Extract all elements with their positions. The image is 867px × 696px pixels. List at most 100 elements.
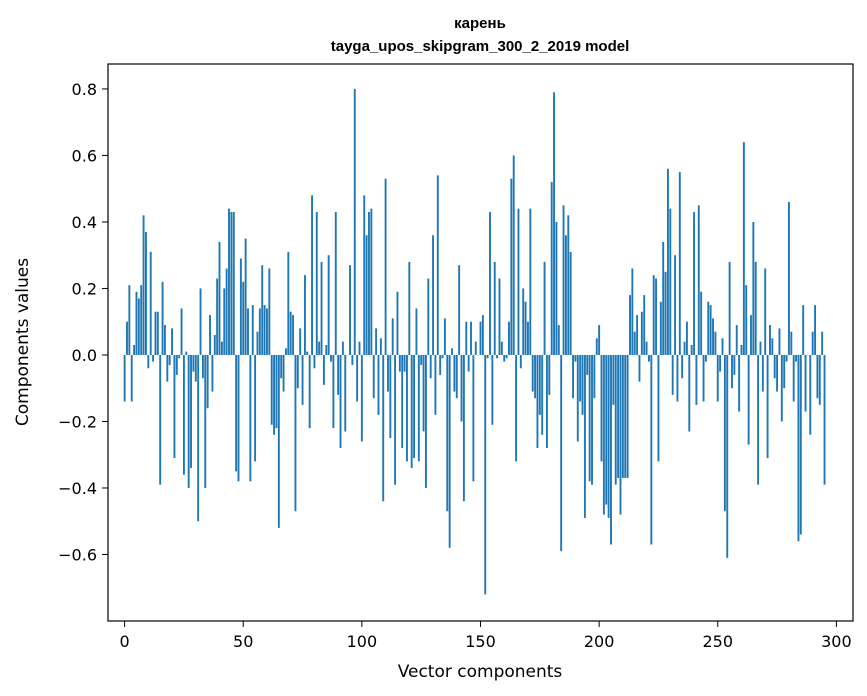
bar-237 xyxy=(685,321,688,355)
bar-260 xyxy=(740,344,743,355)
bar-16 xyxy=(161,281,164,355)
bar-88 xyxy=(332,354,335,429)
bar-205 xyxy=(610,354,612,545)
bar-87 xyxy=(330,354,332,362)
bar-191 xyxy=(576,354,579,442)
bar-171 xyxy=(529,208,532,355)
bar-214 xyxy=(631,268,634,355)
bar-118 xyxy=(403,354,406,372)
bar-156 xyxy=(493,261,496,355)
x-axis-ticks: 0 50 100 150 200 250 300 xyxy=(120,621,852,651)
bar-106 xyxy=(375,328,378,355)
bar-71 xyxy=(292,315,295,355)
bar-244 xyxy=(702,354,705,402)
bar-285 xyxy=(799,354,802,535)
bar-86 xyxy=(327,255,330,355)
bar-212 xyxy=(626,354,629,479)
bar-242 xyxy=(697,205,700,355)
bar-275 xyxy=(776,354,779,392)
x-tick-label-150: 150 xyxy=(465,632,496,651)
bar-25 xyxy=(182,354,185,475)
bars-group xyxy=(123,88,826,595)
bar-77 xyxy=(306,351,309,355)
bar-64 xyxy=(275,354,278,429)
y-tick-label-2: −0.2 xyxy=(58,412,97,431)
bar-182 xyxy=(555,221,558,355)
bar-198 xyxy=(593,354,596,399)
x-axis-label: Vector components xyxy=(398,662,563,682)
x-tick-label-100: 100 xyxy=(347,632,378,651)
bar-189 xyxy=(572,354,574,399)
bar-168 xyxy=(522,288,525,355)
bar-66 xyxy=(280,354,283,379)
bar-184 xyxy=(560,354,563,552)
bar-269 xyxy=(761,354,764,392)
bar-56 xyxy=(256,331,259,355)
y-tick-label-7: 0.8 xyxy=(72,80,97,99)
bar-15 xyxy=(159,354,162,485)
bar-151 xyxy=(481,315,484,355)
bar-8 xyxy=(142,215,145,355)
bar-192 xyxy=(579,354,582,402)
bar-82 xyxy=(318,341,321,355)
bar-188 xyxy=(569,251,572,355)
bar-59 xyxy=(263,305,266,355)
bar-99 xyxy=(358,341,361,355)
bar-26 xyxy=(185,351,188,355)
bar-232 xyxy=(674,255,677,355)
bar-250 xyxy=(716,354,719,402)
bar-53 xyxy=(249,354,252,482)
bar-220 xyxy=(645,341,648,355)
bar-116 xyxy=(398,354,401,372)
bar-160 xyxy=(503,354,506,362)
bar-130 xyxy=(432,235,434,355)
bar-235 xyxy=(681,354,684,379)
bar-170 xyxy=(527,321,529,355)
bar-175 xyxy=(538,354,541,415)
bar-54 xyxy=(251,305,254,355)
bar-154 xyxy=(489,211,491,355)
bar-4 xyxy=(133,344,136,355)
bar-281 xyxy=(790,331,793,355)
bar-2 xyxy=(128,285,131,355)
bar-226 xyxy=(659,301,662,355)
bar-95 xyxy=(349,265,351,355)
bar-165 xyxy=(515,354,518,462)
bar-124 xyxy=(417,354,420,462)
bar-211 xyxy=(624,354,627,479)
bar-33 xyxy=(201,354,204,379)
bar-204 xyxy=(607,354,610,518)
bar-38 xyxy=(213,335,216,355)
bar-22 xyxy=(175,354,178,375)
bar-274 xyxy=(773,354,776,379)
bar-110 xyxy=(384,178,387,355)
bar-74 xyxy=(299,328,302,355)
bar-135 xyxy=(443,318,446,355)
bar-69 xyxy=(287,251,290,355)
bar-84 xyxy=(322,354,325,385)
bar-215 xyxy=(633,331,636,355)
x-tick-label-50: 50 xyxy=(233,632,253,651)
bar-185 xyxy=(562,205,565,355)
bar-129 xyxy=(429,354,432,379)
bar-249 xyxy=(714,331,717,355)
bar-239 xyxy=(690,344,693,355)
bar-277 xyxy=(780,354,783,422)
bar-159 xyxy=(500,341,503,355)
bar-293 xyxy=(818,354,821,405)
bar-225 xyxy=(657,354,660,462)
bar-291 xyxy=(814,305,816,355)
bar-294 xyxy=(821,331,824,355)
bar-62 xyxy=(270,354,273,425)
x-tick-label-0: 0 xyxy=(120,632,130,651)
bar-252 xyxy=(721,338,724,355)
bar-126 xyxy=(422,354,425,432)
bar-21 xyxy=(173,354,176,459)
bar-179 xyxy=(548,354,551,395)
bar-35 xyxy=(206,354,209,409)
bar-222 xyxy=(650,354,653,545)
bar-164 xyxy=(512,155,515,355)
bar-128 xyxy=(427,278,430,355)
bar-91 xyxy=(339,354,342,449)
bar-221 xyxy=(648,354,650,362)
